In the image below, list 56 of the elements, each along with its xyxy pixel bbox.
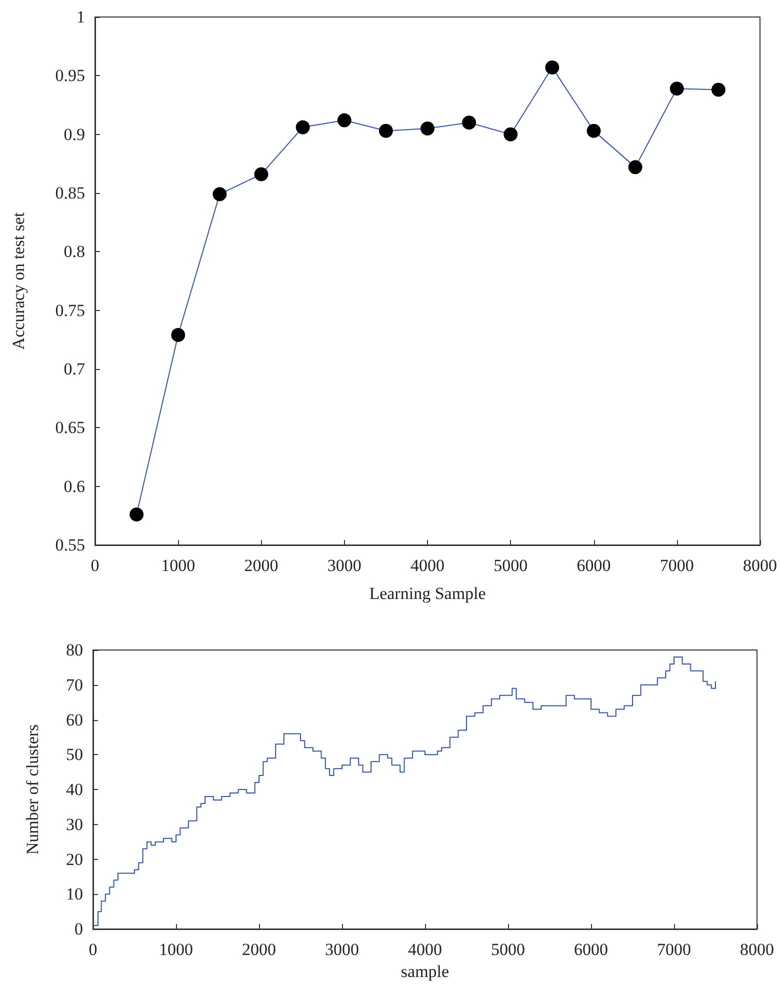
point — [462, 116, 476, 130]
y-tick-label: 0.95 — [55, 66, 85, 86]
point — [254, 167, 268, 182]
point — [504, 127, 518, 142]
x-axis-title: sample — [400, 962, 450, 981]
x-tick-label: 4000 — [408, 940, 442, 959]
point — [670, 82, 684, 96]
x-tick-label: 8000 — [743, 556, 777, 575]
point — [420, 121, 434, 136]
point — [545, 60, 560, 74]
point — [337, 113, 352, 128]
point — [711, 82, 726, 97]
x-tick-label: 2000 — [244, 556, 278, 575]
x-tick-label: 2000 — [242, 940, 276, 959]
x-tick-label: 1000 — [161, 556, 196, 575]
y-tick-label: 50 — [66, 745, 83, 764]
y-tick-label: 0.6 — [64, 476, 85, 496]
y-tick-label: 70 — [66, 675, 83, 694]
y-tick-label: 10 — [66, 884, 83, 904]
x-tick-label: 7000 — [660, 556, 694, 575]
point — [296, 120, 310, 134]
point — [628, 160, 642, 174]
y-tick-label: 0.9 — [64, 124, 85, 144]
x-tick-label: 3000 — [327, 556, 362, 575]
y-tick-label: 30 — [66, 814, 83, 834]
y-axis-title: Accuracy on test set — [9, 212, 28, 350]
x-tick-label: 5000 — [491, 940, 525, 959]
x-tick-label: 7000 — [657, 940, 691, 959]
y-tick-label: 0.55 — [55, 536, 85, 554]
point — [212, 187, 227, 202]
x-tick-label: 0 — [90, 556, 100, 575]
y-tick-label: 0.75 — [55, 300, 85, 320]
y-tick-label: 1 — [76, 8, 85, 26]
point — [586, 124, 601, 138]
y-tick-label: 0.8 — [64, 242, 85, 262]
y-tick-label: 60 — [66, 710, 83, 730]
point — [130, 507, 144, 522]
x-tick-label: 3000 — [325, 940, 359, 959]
x-tick-label: 0 — [88, 940, 98, 959]
y-tick-label: 0.85 — [55, 184, 85, 202]
x-tick-label: 4000 — [410, 556, 444, 575]
x-tick-label: 6000 — [574, 940, 608, 959]
y-axis-title: Number of clusters — [23, 724, 42, 855]
x-tick-label: 5000 — [494, 556, 528, 575]
point — [378, 124, 393, 138]
y-tick-label: 0.7 — [64, 360, 86, 378]
point — [171, 328, 186, 342]
y-tick-label: 20 — [66, 850, 83, 869]
y-tick-label: 80 — [66, 640, 83, 660]
y-tick-label: 40 — [66, 780, 83, 799]
y-tick-label: 0 — [74, 920, 83, 938]
x-tick-label: 8000 — [740, 940, 774, 959]
x-axis-title: Learning Sample — [369, 584, 486, 603]
x-tick-label: 1000 — [159, 940, 193, 959]
x-tick-label: 6000 — [576, 556, 611, 575]
y-tick-label: 0.65 — [55, 418, 85, 438]
